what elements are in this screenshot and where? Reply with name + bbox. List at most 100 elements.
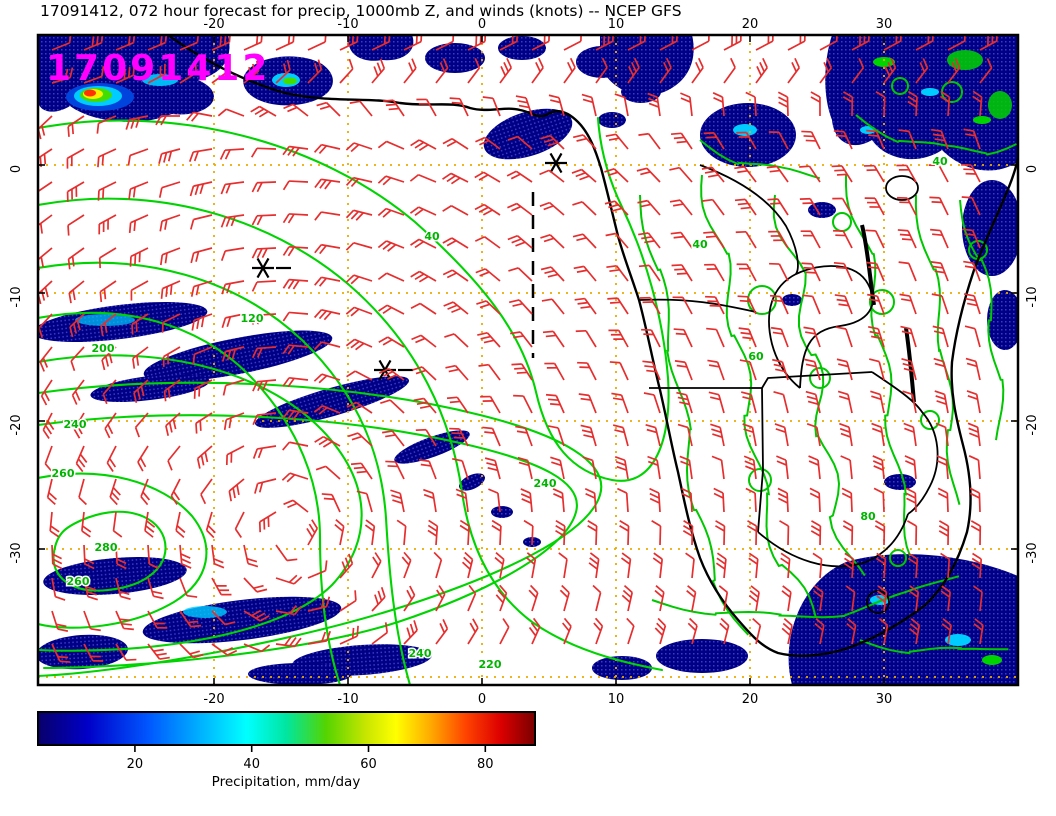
- wind-barb: [752, 617, 762, 645]
- wind-barb: [691, 57, 704, 84]
- wind-barb: [903, 422, 917, 447]
- wind-barb: [211, 544, 225, 569]
- wind-barb: [654, 617, 667, 645]
- wind-barb: [494, 552, 505, 579]
- wind-barb: [179, 577, 198, 598]
- wind-barb: [506, 170, 533, 183]
- wind-barb: [282, 441, 309, 451]
- wind-barb: [129, 247, 149, 267]
- wind-barb: [459, 519, 470, 546]
- wind-barb: [189, 214, 213, 230]
- wind-barb: [165, 412, 181, 436]
- wind-barb: [243, 609, 270, 622]
- wind-barb: [769, 262, 789, 282]
- wind-barb: [345, 338, 373, 351]
- wind-barb: [902, 390, 917, 414]
- wind-barb: [307, 59, 323, 84]
- wind-barb: [346, 401, 373, 414]
- wind-barb: [442, 269, 469, 282]
- terrain-contour-loop: [869, 289, 895, 315]
- wind-barb: [642, 360, 661, 381]
- wind-barb: [669, 166, 693, 183]
- wind-barb: [251, 181, 277, 193]
- wind-barb: [979, 58, 993, 84]
- wind-barb: [781, 617, 793, 645]
- wind-barb: [937, 487, 949, 513]
- contour-label: 240: [534, 477, 557, 490]
- colorbar-gradient: [37, 711, 536, 746]
- wind-barb: [131, 313, 149, 335]
- contour-label: 260: [67, 575, 90, 588]
- wind-barb: [806, 423, 821, 447]
- wind-barb: [39, 346, 53, 372]
- wind-barb: [808, 455, 821, 480]
- wind-barb: [416, 98, 437, 117]
- wind-barb: [475, 136, 501, 150]
- wind-barb: [282, 180, 309, 191]
- wind-barb: [873, 487, 885, 513]
- wind-barb: [672, 296, 693, 315]
- wind-barb: [875, 552, 887, 579]
- axis-label-bottom: -20: [203, 692, 224, 707]
- wind-barb: [161, 313, 181, 333]
- wind-barb: [147, 544, 160, 570]
- wind-barb: [869, 358, 885, 381]
- wind-barb: [799, 197, 821, 216]
- wind-barb: [314, 243, 341, 255]
- wind-barb: [929, 196, 949, 216]
- wind-barb: [719, 617, 730, 645]
- wind-barb: [898, 129, 917, 150]
- wind-barb: [897, 229, 917, 249]
- wind-barb: [966, 390, 981, 414]
- wind-barb: [345, 274, 373, 285]
- axis-label-right: -20: [1025, 414, 1040, 435]
- wind-barb: [67, 115, 85, 137]
- wind-barb: [544, 362, 565, 381]
- wind-barb: [573, 265, 597, 282]
- wind-barb: [513, 394, 533, 414]
- wind-barb: [96, 115, 117, 134]
- wind-barb: [446, 396, 469, 414]
- wind-barb: [864, 197, 885, 216]
- terrain-contour-loop: [748, 468, 772, 492]
- wind-barb: [217, 108, 245, 117]
- wind-barb: [839, 422, 853, 447]
- wind-barb: [443, 301, 469, 315]
- wind-barb: [703, 132, 725, 150]
- wind-barb: [106, 445, 117, 472]
- wind-barb: [251, 313, 277, 325]
- wind-barb: [708, 391, 725, 414]
- axis-label-bottom: 30: [876, 692, 893, 707]
- wind-barb: [939, 90, 951, 117]
- wind-barb: [383, 99, 405, 117]
- wind-barb: [619, 520, 630, 546]
- wind-barb: [528, 584, 539, 612]
- wind-barb: [736, 263, 757, 282]
- wind-barb: [78, 478, 87, 506]
- wind-barb: [167, 445, 181, 471]
- wind-barb: [160, 280, 181, 299]
- wind-barb: [482, 96, 501, 117]
- wind-barb: [314, 211, 341, 221]
- wind-barb: [220, 247, 245, 261]
- wind-barb: [592, 584, 602, 612]
- wind-barb: [899, 293, 917, 315]
- wind-barb: [736, 131, 757, 150]
- wind-barb: [83, 610, 101, 632]
- wind-barb: [614, 455, 629, 480]
- wind-barb: [715, 520, 726, 546]
- wind-barb: [467, 58, 481, 84]
- wind-barb: [539, 169, 565, 183]
- wind-barb: [968, 455, 981, 480]
- wind-barb: [196, 445, 213, 469]
- wind-barb: [70, 346, 85, 372]
- wind-barb: [801, 130, 821, 150]
- wind-barb: [282, 376, 309, 388]
- wind-barb: [334, 519, 345, 546]
- wind-barb: [906, 520, 918, 546]
- wind-barb: [539, 201, 565, 216]
- wind-barb: [572, 201, 597, 216]
- wind-barb: [345, 142, 373, 153]
- wind-barb: [587, 519, 598, 546]
